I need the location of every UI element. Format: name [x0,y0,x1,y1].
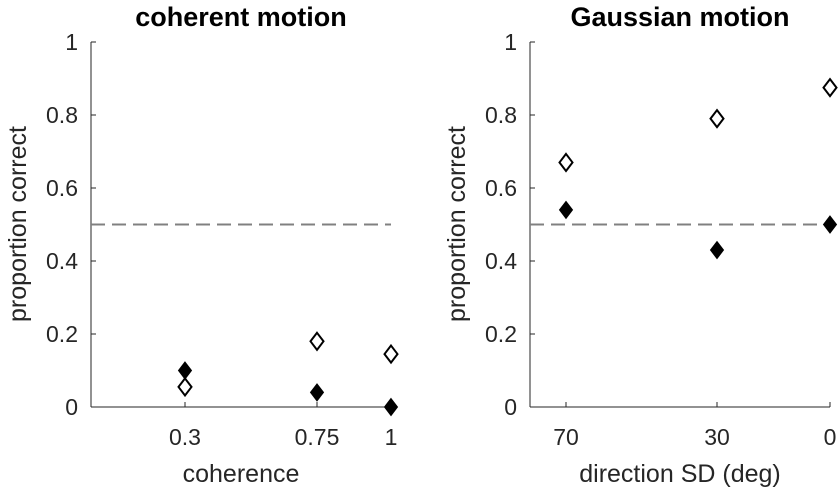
open-diamond-point [709,108,725,129]
y-tick-label: 0 [504,394,517,420]
filled-diamond-point [558,200,574,220]
filled-diamond-point [822,215,838,234]
y-tick-label: 0.4 [485,248,517,274]
y-tick-label: 0.8 [485,102,517,128]
open-diamond-point [822,77,838,98]
y-tick-label: 0.2 [485,321,517,347]
y-tick-label: 0.8 [46,102,78,128]
x-tick-label: 0.3 [169,424,201,450]
x-tick-label: 0 [824,424,837,450]
x-axis-label: coherence [183,460,300,488]
x-tick-label: 30 [704,424,730,450]
y-tick-label: 0.6 [485,175,517,201]
x-tick-label: 0.75 [295,424,340,450]
y-tick-label: 0.4 [46,248,78,274]
x-tick-label: 70 [553,424,579,450]
filled-diamond-point [709,240,725,260]
y-tick-label: 0 [65,394,78,420]
y-tick-label: 1 [65,29,78,55]
filled-diamond-point [309,383,325,402]
panel-title: Gaussian motion [570,2,789,32]
y-tick-label: 0.2 [46,321,78,347]
x-axis-label: direction SD (deg) [579,460,780,488]
y-tick-label: 0.6 [46,175,78,201]
x-tick-label: 1 [385,424,398,450]
coherent-motion-panel: coherent motion proportion correct coher… [4,2,399,488]
filled-diamond-point [177,361,193,380]
open-diamond-point [309,331,325,352]
panel-title: coherent motion [135,2,347,32]
y-axis-label: proportion correct [443,126,471,322]
gaussian-motion-panel: Gaussian motion proportion correct direc… [443,2,838,488]
filled-diamond-point [383,397,399,417]
open-diamond-point [177,376,193,398]
y-tick-label: 1 [504,29,517,55]
open-diamond-point [383,343,399,365]
y-axis-label: proportion correct [4,126,32,322]
open-diamond-point [558,152,574,173]
